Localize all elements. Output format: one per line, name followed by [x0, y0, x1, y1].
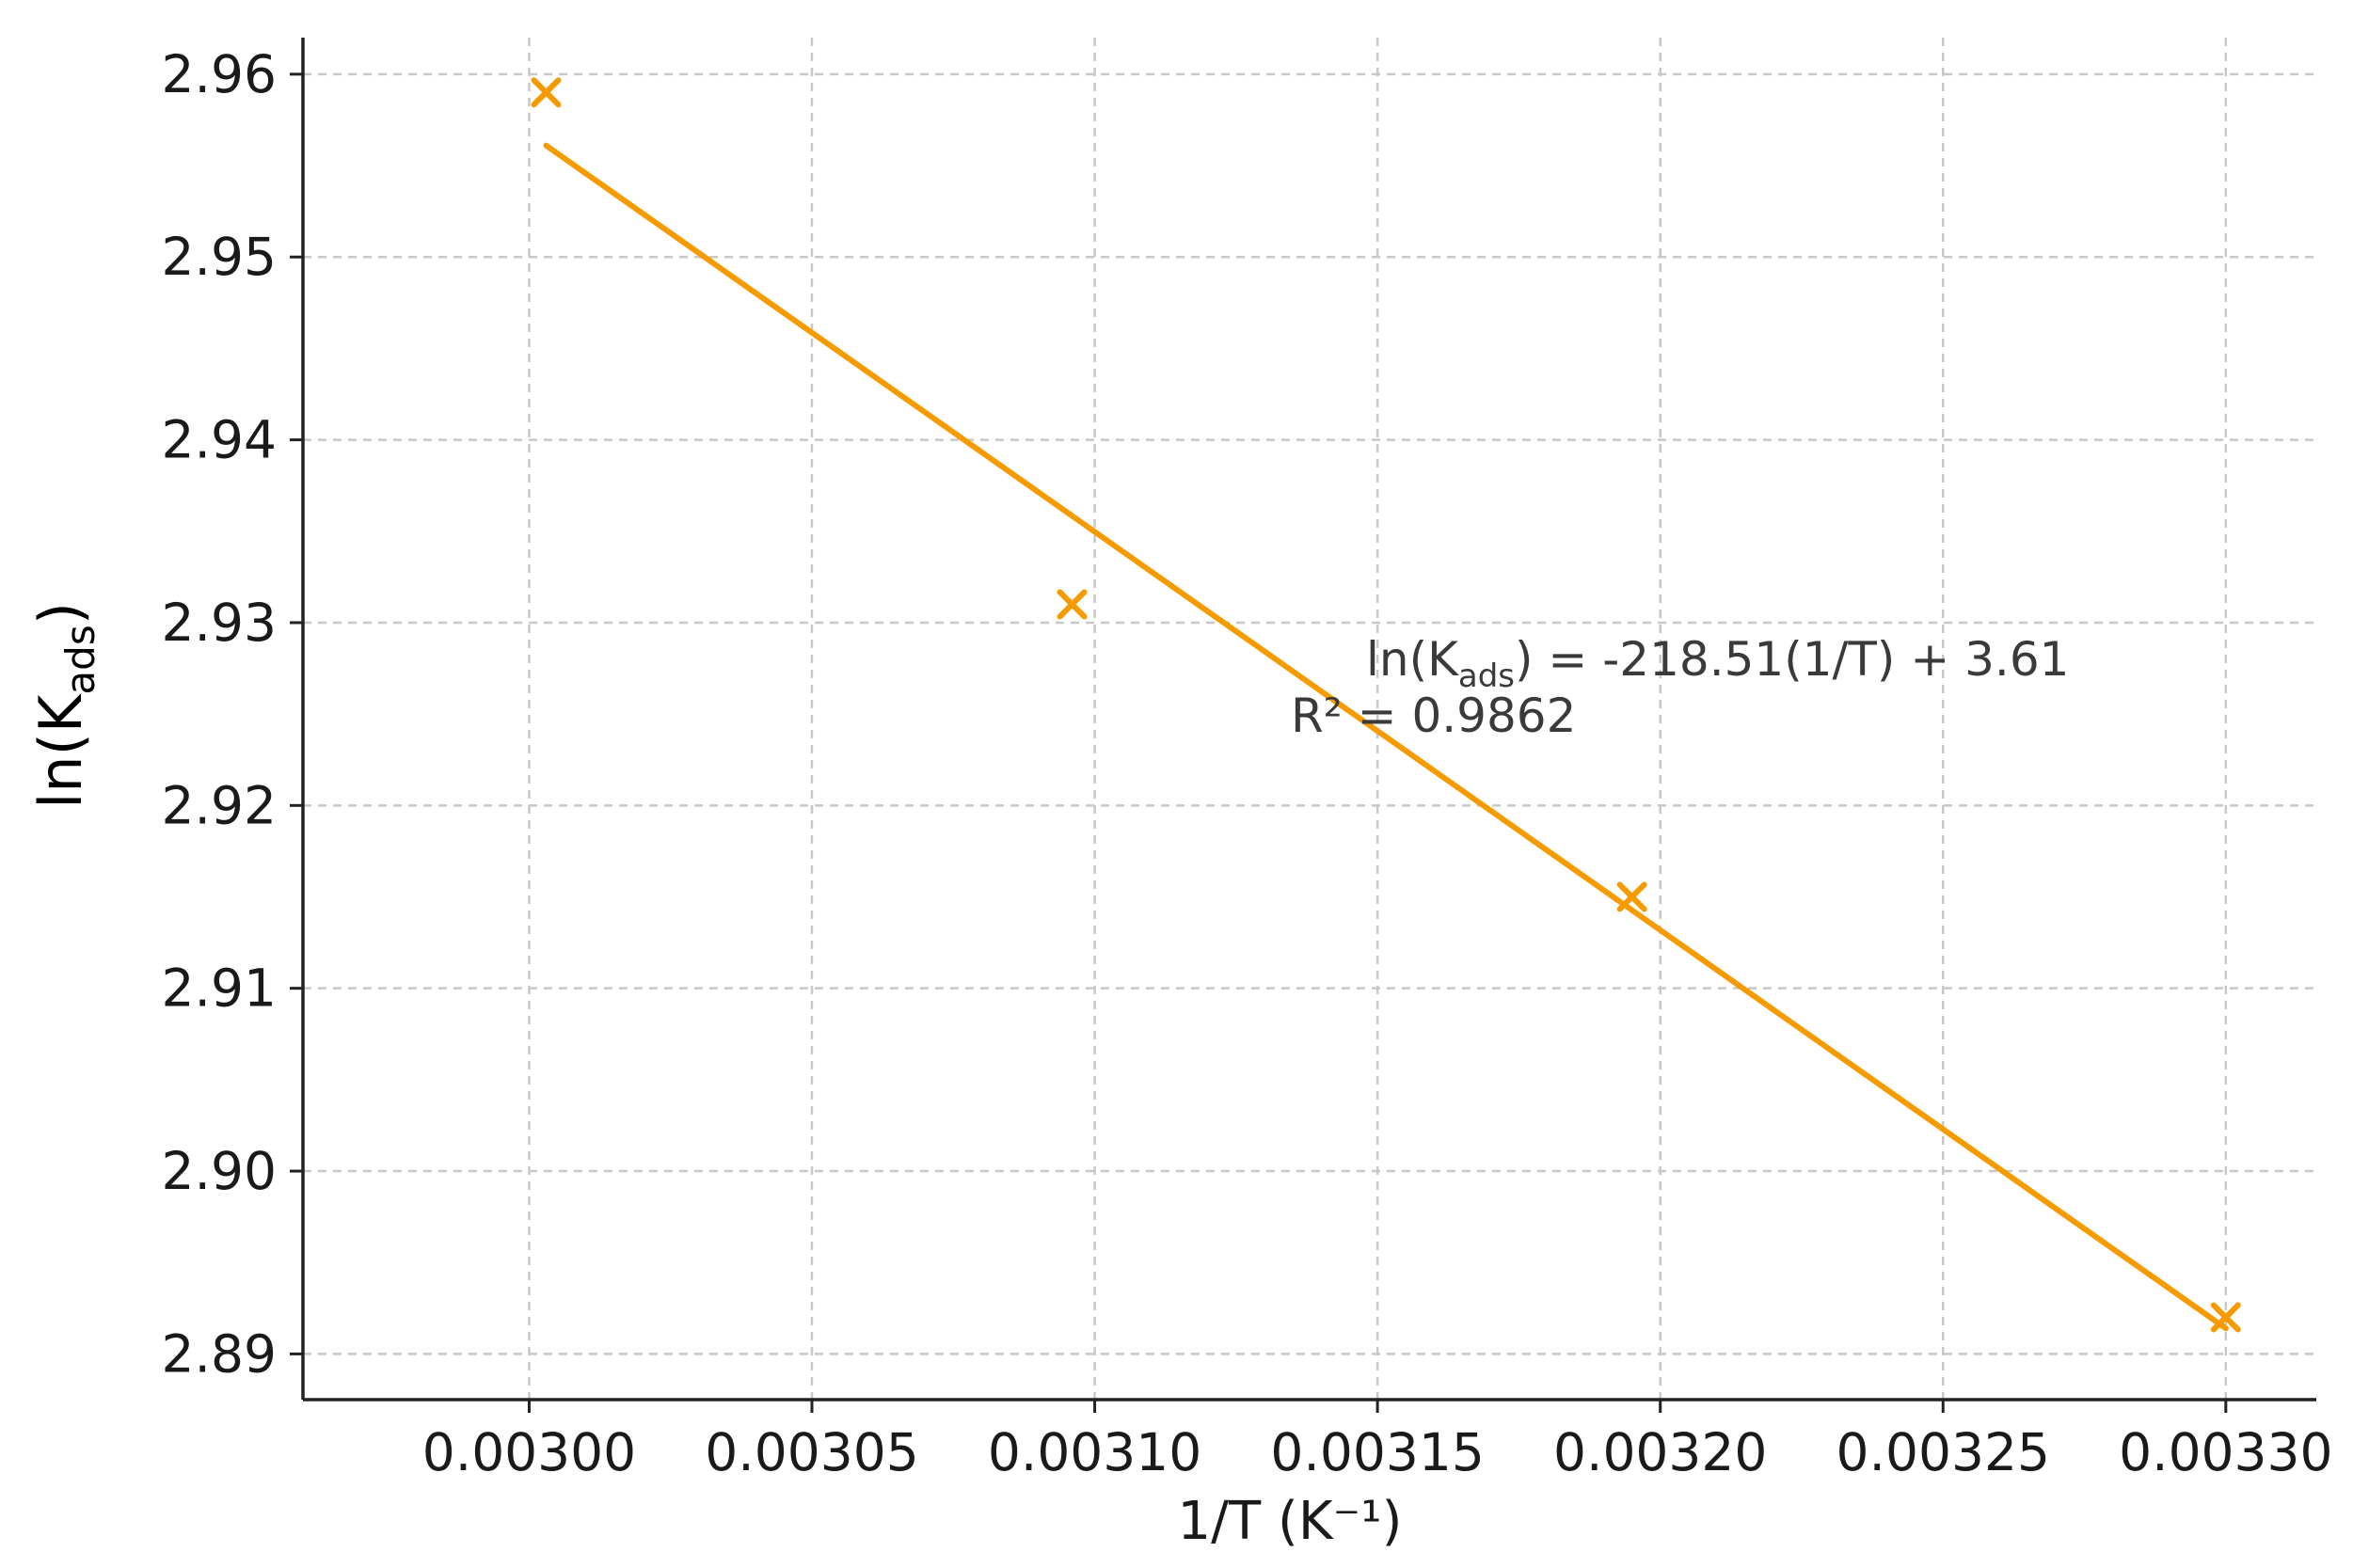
x-tick-label: 0.00320 [1553, 1422, 1767, 1482]
x-tick-label: 0.00325 [1836, 1422, 2050, 1482]
y-axis-title-prefix: ln(K [26, 693, 95, 809]
grid-lines [303, 38, 2316, 1400]
y-axis-title-subscript: ads [57, 625, 103, 694]
y-tick-label: 2.92 [162, 775, 277, 835]
fit-equation-suffix: ) = -218.51(1/T) + 3.61 [1515, 632, 2069, 687]
fit-line-group [543, 142, 2229, 1332]
y-tick-label: 2.95 [162, 227, 277, 287]
data-point [1616, 881, 1647, 912]
data-point [2210, 1302, 2241, 1333]
tick-labels: 0.00300 0.00305 0.00310 0.00315 0.00320 0.003… [162, 44, 2333, 1482]
x-tick-label: 0.00315 [1270, 1422, 1484, 1482]
y-axis-title: ln(Kads) [26, 602, 103, 809]
fit-equation-prefix: ln(K [1366, 632, 1459, 687]
fit-equation-subscript: ads [1458, 657, 1515, 695]
x-tick-label: 0.00310 [988, 1422, 1201, 1482]
data-point [1057, 589, 1088, 620]
y-tick-label: 2.93 [162, 593, 277, 653]
data-points [531, 77, 2241, 1333]
y-tick-label: 2.96 [162, 44, 277, 104]
y-axis-title-suffix: ) [26, 602, 95, 625]
data-point [531, 77, 562, 108]
fit-line [543, 142, 2229, 1332]
x-tick-label: 0.00330 [2119, 1422, 2332, 1482]
y-tick-label: 2.90 [162, 1141, 277, 1201]
y-tick-label: 2.89 [162, 1323, 277, 1384]
axes [290, 38, 2316, 1413]
x-tick-label: 0.00300 [422, 1422, 636, 1482]
fit-equation: ln(Kads) = -218.51(1/T) + 3.61 [1366, 632, 2069, 695]
y-tick-label: 2.91 [162, 958, 277, 1019]
x-axis-title: 1/T (K⁻¹) [1178, 1491, 1403, 1552]
y-tick-label: 2.94 [162, 410, 277, 470]
r-squared-label: R² = 0.9862 [1291, 689, 1576, 743]
x-tick-label: 0.00305 [705, 1422, 918, 1482]
